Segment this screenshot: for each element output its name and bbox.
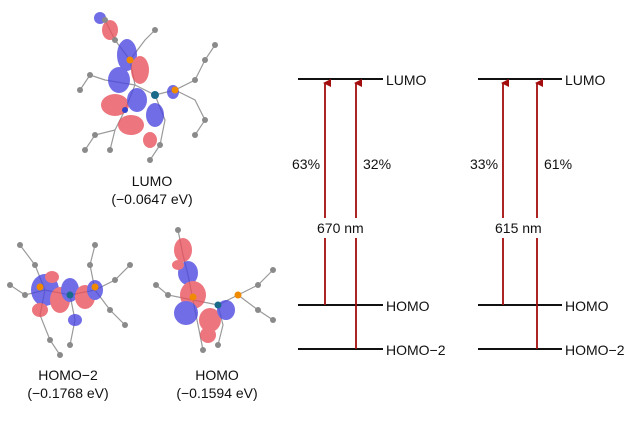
wavelength-label: 615 nm — [495, 220, 542, 236]
diagram-615nm: LUMO HOMO HOMO−2 33% 61% 615 nm — [470, 72, 625, 358]
level-homo-minus-2-label: HOMO−2 — [386, 342, 446, 358]
homo-minus-2-caption: HOMO−2 (−0.1768 eV) — [0, 366, 138, 402]
level-homo-minus-2-label: HOMO−2 — [565, 342, 625, 358]
homo-caption: HOMO (−0.1594 eV) — [147, 366, 287, 402]
level-lumo-label: LUMO — [565, 72, 606, 88]
contribution-right: 32% — [363, 156, 391, 172]
lumo-energy: (−0.0647 eV) — [111, 191, 193, 207]
wavelength-label: 670 nm — [317, 220, 364, 236]
contribution-left: 63% — [292, 156, 320, 172]
diagram-670nm: LUMO HOMO HOMO−2 63% 32% 670 nm — [292, 72, 446, 358]
homo-minus-2-orbital-image — [7, 242, 133, 358]
lumo-orbital-image — [77, 12, 218, 163]
homo-energy: (−0.1594 eV) — [176, 385, 258, 401]
homo-name: HOMO — [195, 367, 239, 383]
level-homo-label: HOMO — [386, 298, 430, 314]
homo-orbital-image — [153, 227, 276, 353]
level-lumo-label: LUMO — [386, 72, 427, 88]
contribution-right: 61% — [544, 156, 572, 172]
lumo-name: LUMO — [131, 173, 173, 189]
level-homo-label: HOMO — [565, 298, 609, 314]
lumo-caption: LUMO (−0.0647 eV) — [82, 172, 222, 208]
homo-minus-2-name: HOMO−2 — [38, 367, 98, 383]
homo-minus-2-energy: (−0.1768 eV) — [27, 385, 109, 401]
contribution-left: 33% — [470, 156, 498, 172]
